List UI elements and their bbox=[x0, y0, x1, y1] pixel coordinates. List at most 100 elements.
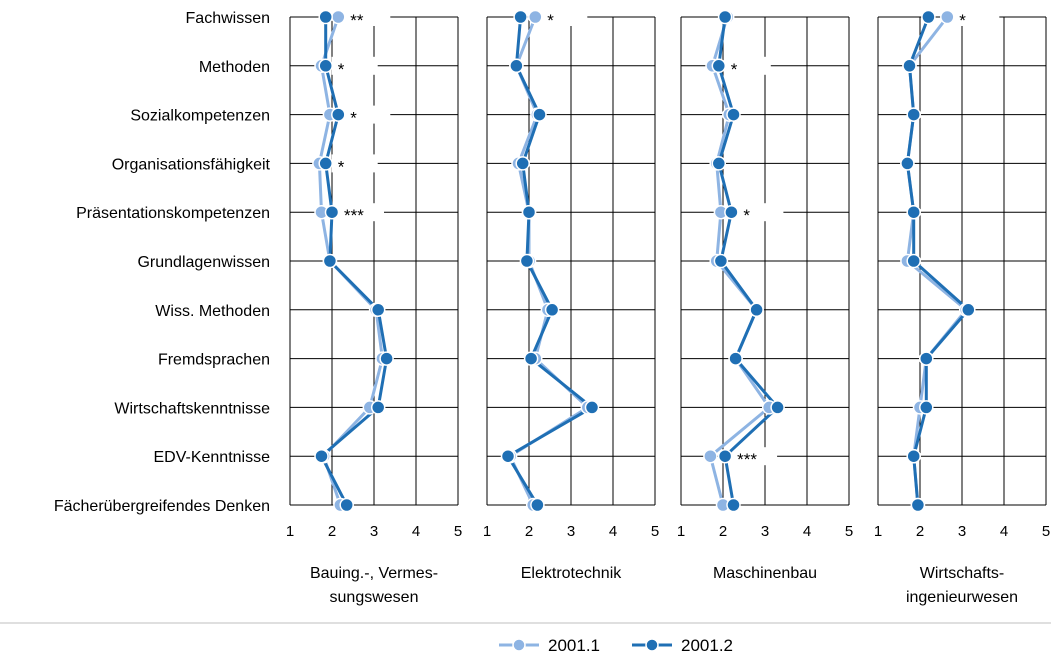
category-label: EDV-Kenntnisse bbox=[153, 449, 270, 466]
legend-label-2001-2: 2001.2 bbox=[681, 636, 733, 655]
data-point bbox=[530, 497, 545, 513]
panel: 1 2 3 4 5 Wirtschafts-ingenieurwesen * bbox=[874, 8, 1050, 606]
data-point bbox=[770, 400, 785, 415]
significance-annotation: *** bbox=[344, 206, 364, 225]
x-tick-label: 3 bbox=[761, 523, 769, 540]
data-point bbox=[728, 351, 743, 366]
category-label: Sozialkompetenzen bbox=[130, 108, 270, 125]
panel-title: Bauing.-, Vermes- bbox=[310, 565, 438, 582]
data-point bbox=[331, 107, 346, 122]
x-tick-label: 4 bbox=[609, 523, 617, 540]
data-point bbox=[532, 107, 547, 122]
legend-label-2001-1: 2001.1 bbox=[548, 636, 600, 655]
data-point bbox=[515, 156, 530, 171]
data-point bbox=[314, 448, 329, 464]
data-point bbox=[509, 58, 524, 74]
legend-item-2001-2: 2001.2 bbox=[632, 636, 733, 655]
data-point bbox=[379, 351, 394, 366]
x-tick-label: 4 bbox=[803, 523, 811, 540]
x-tick-label: 1 bbox=[483, 523, 491, 540]
x-tick-label: 5 bbox=[651, 523, 659, 540]
x-tick-label: 5 bbox=[845, 523, 853, 540]
data-point bbox=[713, 253, 729, 269]
data-point bbox=[921, 9, 936, 25]
data-point bbox=[919, 351, 934, 366]
significance-annotation: ** bbox=[350, 11, 364, 30]
data-point bbox=[370, 400, 386, 415]
category-label: Fremdsprachen bbox=[158, 352, 270, 369]
data-point bbox=[726, 497, 741, 513]
annotation-background bbox=[338, 203, 384, 222]
data-point bbox=[370, 302, 386, 318]
panel-title: ingenieurwesen bbox=[906, 589, 1018, 606]
data-point bbox=[322, 253, 338, 269]
significance-annotation: * bbox=[547, 11, 554, 30]
data-point bbox=[906, 253, 921, 269]
x-tick-label: 1 bbox=[874, 523, 882, 540]
data-point bbox=[324, 204, 340, 220]
data-point bbox=[339, 497, 354, 513]
x-tick-label: 5 bbox=[1042, 523, 1050, 540]
data-point bbox=[521, 204, 537, 220]
data-point bbox=[919, 400, 934, 415]
x-tick-label: 1 bbox=[677, 523, 685, 540]
data-point bbox=[544, 302, 560, 318]
significance-annotation: * bbox=[731, 60, 738, 79]
annotation-background bbox=[953, 8, 1000, 26]
legend-marker-2001-2 bbox=[645, 638, 659, 652]
significance-annotation: * bbox=[743, 206, 750, 225]
category-labels: Fachwissen Methoden Sozialkompetenzen Organ… bbox=[54, 10, 271, 515]
x-tick-label: 5 bbox=[454, 523, 462, 540]
data-point bbox=[749, 302, 764, 318]
panel-title: Elektrotechnik bbox=[521, 565, 622, 582]
data-point bbox=[331, 9, 346, 25]
x-tick-label: 2 bbox=[328, 523, 336, 540]
annotation-background bbox=[344, 8, 391, 26]
data-point bbox=[717, 448, 733, 464]
significance-annotation: * bbox=[959, 11, 966, 30]
category-label: Organisationsfähigkeit bbox=[112, 156, 271, 173]
data-point bbox=[961, 302, 976, 318]
data-point bbox=[906, 204, 921, 220]
panel-title: Maschinenbau bbox=[713, 565, 817, 582]
x-tick-label: 3 bbox=[370, 523, 378, 540]
data-point bbox=[711, 58, 727, 74]
category-label: Methoden bbox=[199, 59, 270, 76]
data-point bbox=[940, 9, 955, 25]
x-tick-label: 4 bbox=[412, 523, 420, 540]
x-tick-label: 1 bbox=[286, 523, 294, 540]
category-label: Fächerübergreifendes Denken bbox=[54, 498, 270, 515]
legend-marker-2001-1 bbox=[512, 638, 526, 652]
data-point bbox=[513, 9, 528, 25]
data-point bbox=[318, 156, 333, 171]
annotation-background bbox=[724, 56, 771, 75]
data-point bbox=[703, 448, 718, 464]
data-point bbox=[906, 107, 921, 122]
data-point bbox=[902, 58, 917, 74]
x-tick-label: 2 bbox=[719, 523, 727, 540]
x-tick-label: 2 bbox=[916, 523, 924, 540]
category-label: Präsentationskompetenzen bbox=[76, 205, 270, 222]
data-point bbox=[318, 9, 333, 25]
significance-annotation: *** bbox=[737, 450, 757, 469]
x-tick-label: 3 bbox=[958, 523, 966, 540]
data-point bbox=[724, 204, 739, 220]
data-point bbox=[910, 497, 926, 513]
x-tick-label: 2 bbox=[525, 523, 533, 540]
data-point bbox=[523, 351, 539, 366]
data-point bbox=[500, 448, 516, 464]
data-point bbox=[906, 448, 921, 464]
annotation-background bbox=[344, 105, 391, 124]
legend-item-2001-1: 2001.1 bbox=[499, 636, 600, 655]
significance-annotation: * bbox=[338, 157, 345, 176]
category-label: Grundlagenwissen bbox=[137, 254, 270, 271]
category-label: Wiss. Methoden bbox=[155, 303, 270, 320]
annotation-background bbox=[737, 203, 784, 222]
annotation-background bbox=[731, 447, 778, 466]
data-point bbox=[519, 253, 535, 269]
annotation-background bbox=[541, 8, 588, 26]
data-point bbox=[726, 107, 741, 122]
